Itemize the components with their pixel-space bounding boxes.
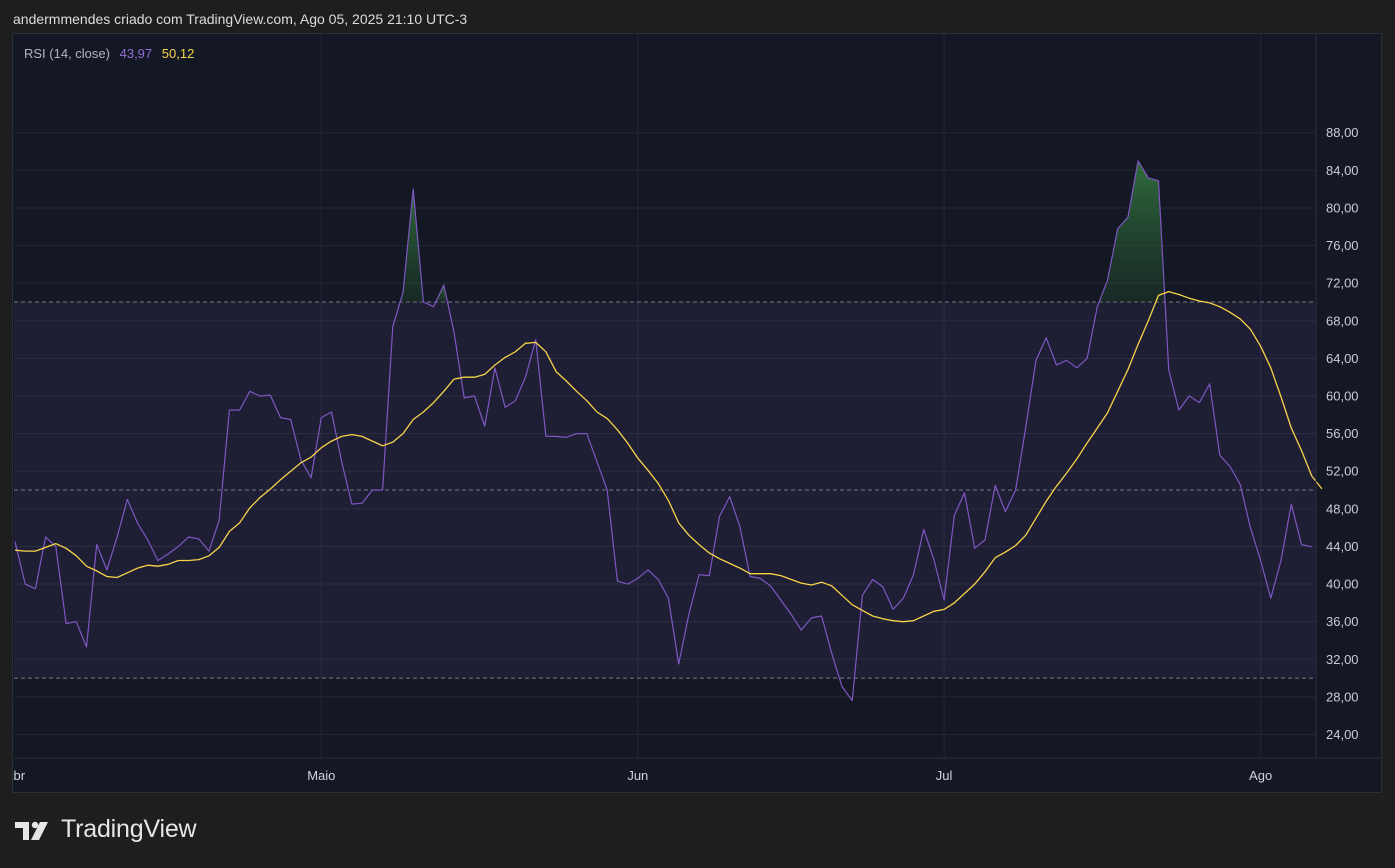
x-tick-label: Jul	[936, 768, 953, 783]
tradingview-logo[interactable]: TradingView	[15, 815, 197, 844]
overbought-fill-area	[1099, 160, 1166, 302]
rsi-ma-line	[14, 290, 1323, 623]
indicator-legend[interactable]: RSI (14, close) 43,97 50,12	[24, 46, 194, 61]
y-tick-label: 80,00	[1326, 200, 1359, 215]
y-tick-label: 24,00	[1326, 727, 1359, 742]
x-tick-label: Maio	[307, 768, 335, 783]
y-tick-label: 44,00	[1326, 539, 1359, 554]
rsi-chart[interactable]: 24,00 28,00 32,00 36,00 40,00 44,00 48,00 52,00…	[13, 34, 1382, 793]
y-tick-label: 76,00	[1326, 238, 1359, 253]
chart-background	[13, 34, 1381, 792]
y-tick-label: 60,00	[1326, 389, 1359, 404]
rsi-band	[14, 301, 1316, 679]
overbought-fill	[400, 160, 1166, 302]
y-tick-label: 64,00	[1326, 351, 1359, 366]
price-axis[interactable]: 24,00 28,00 32,00 36,00 40,00 44,00 48,00 52,00…	[1315, 34, 1359, 758]
rsi-value: 43,97	[119, 46, 153, 61]
rsi-chart-panel[interactable]: 24,00 28,00 32,00 36,00 40,00 44,00 48,00 52,00…	[12, 33, 1382, 793]
y-tick-label: 48,00	[1326, 501, 1359, 516]
x-tick-label: Abr	[13, 768, 26, 783]
overbought-fill-area	[400, 189, 424, 302]
y-tick-label: 68,00	[1326, 313, 1359, 328]
y-tick-label: 32,00	[1326, 652, 1359, 667]
x-tick-label: Ago	[1249, 768, 1272, 783]
y-tick-label: 40,00	[1326, 577, 1359, 592]
tradingview-logo-icon	[15, 821, 48, 840]
chart-grid	[14, 34, 1316, 758]
y-tick-label: 84,00	[1326, 163, 1359, 178]
y-tick-label: 72,00	[1326, 276, 1359, 291]
time-axis[interactable]: Abr Maio Jun Jul Ago	[13, 757, 1382, 783]
y-tick-label: 88,00	[1326, 125, 1359, 140]
indicator-name: RSI (14, close)	[24, 46, 110, 61]
ma-value: 50,12	[161, 46, 195, 61]
chart-attribution: andermmendes criado com TradingView.com,…	[13, 11, 468, 27]
y-tick-label: 52,00	[1326, 464, 1359, 479]
logo-text: TradingView	[61, 815, 197, 843]
chart-series	[14, 160, 1323, 702]
y-tick-label: 36,00	[1326, 614, 1359, 629]
y-tick-label: 28,00	[1326, 689, 1359, 704]
rsi-line	[14, 160, 1312, 702]
x-tick-label: Jun	[627, 768, 648, 783]
y-tick-label: 56,00	[1326, 426, 1359, 441]
